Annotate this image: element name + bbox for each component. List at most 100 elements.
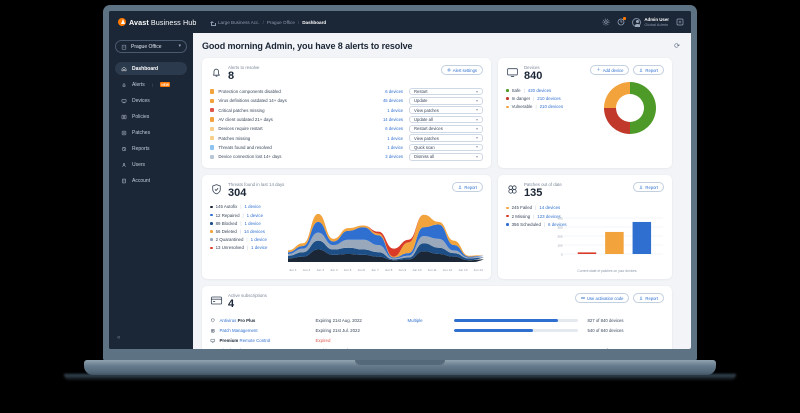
legend-separator: | <box>533 213 535 219</box>
alert-action-select[interactable]: Restart devices ▾ <box>409 125 483 133</box>
sidebar-item-users[interactable]: Users <box>115 158 187 171</box>
sidebar-item-reports[interactable]: Reports <box>115 142 187 155</box>
alert-action-select[interactable]: Quick scan ▾ <box>409 143 483 152</box>
alert-action-select[interactable]: View patches ▾ <box>409 106 483 115</box>
subscription-name[interactable]: Premium Remote Control <box>219 337 271 343</box>
home-icon[interactable] <box>210 20 216 26</box>
threats-legend-row: 89 Blocked | 1 device <box>210 221 288 226</box>
sidebar-item-label: Dashboard <box>132 65 159 72</box>
dashboard-row-1: Alerts to resolve 8 Alert settings Prote… <box>202 58 682 169</box>
legend-value[interactable]: 1 device <box>251 245 268 251</box>
alert-row: Devices require restart 6 devices Restart … <box>210 124 483 133</box>
legend-separator: | <box>523 88 525 93</box>
patch-icon <box>211 328 215 333</box>
alert-action-label: Update <box>414 98 428 104</box>
legend-value[interactable]: 14 devices <box>539 205 561 211</box>
collapse-sidebar-button[interactable]: « <box>117 335 121 341</box>
top-bar: Avast Business Hub Large Business Acc. /… <box>109 11 691 33</box>
download-icon <box>640 185 643 189</box>
alert-action-select[interactable]: View patches ▾ <box>409 134 483 142</box>
alert-device-count[interactable]: 1 device <box>387 107 403 113</box>
patches-card: Patches out of date 135 Report 245 Faile… <box>498 175 672 280</box>
brand[interactable]: Avast Business Hub <box>118 18 202 27</box>
alert-device-count[interactable]: 6 devices <box>385 89 403 95</box>
subscription-multiple-link[interactable]: Multiple <box>407 317 423 323</box>
alert-settings-button[interactable]: Alert settings <box>440 65 483 75</box>
bar-scheduled <box>632 222 652 255</box>
legend-separator: | <box>533 96 535 102</box>
legend-value[interactable]: 1 device <box>250 237 267 243</box>
chevron-down-icon: ▾ <box>475 135 478 141</box>
legend-value[interactable]: 123 devices <box>537 213 561 219</box>
refresh-icon[interactable]: ⟳ <box>674 43 680 50</box>
page-title: Good morning Admin, you have 8 alerts to… <box>202 41 413 51</box>
x-axis-tick: Jun 7 <box>371 268 379 273</box>
monitor-icon <box>507 68 518 77</box>
subscription-row: Premium Remote Control Expired <box>210 335 664 345</box>
add-device-button[interactable]: ＋ Add device <box>590 65 630 75</box>
threats-legend-row: 56 Deleted | 14 devices <box>210 229 288 234</box>
devices-report-button[interactable]: Report <box>633 65 664 75</box>
legend-separator: | <box>239 228 241 234</box>
alert-action-label: Quick scan <box>414 144 435 150</box>
x-axis-tick: Jun 9 <box>398 268 407 273</box>
sidebar-item-account[interactable]: Account <box>115 174 187 187</box>
office-selector[interactable]: Prague Office ▾ <box>115 40 187 53</box>
alert-device-count[interactable]: 45 devices <box>382 98 403 104</box>
legend-value[interactable]: 1 device <box>246 212 264 218</box>
patches-report-button[interactable]: Report <box>633 182 664 193</box>
subscription-name[interactable]: Cloud Backup <box>220 348 316 349</box>
sidebar-item-devices[interactable]: Devices <box>115 94 187 107</box>
download-icon <box>640 296 643 300</box>
alert-device-count[interactable]: 6 devices <box>385 126 403 132</box>
sidebar-item-alerts[interactable]: Alerts | NEW <box>115 78 187 91</box>
bell-icon <box>213 68 220 77</box>
legend-value[interactable]: 420 devices <box>527 88 552 93</box>
breadcrumb-item-office[interactable]: Prague Office <box>266 19 295 25</box>
alert-action-select[interactable]: Restart ▾ <box>409 87 483 96</box>
sidebar-item-label: Alerts <box>132 81 145 88</box>
brand-text: Avast Business Hub <box>129 18 196 27</box>
user-menu[interactable]: Admin User Global Admin <box>632 17 669 27</box>
legend-label: 89 Blocked <box>215 220 238 226</box>
breadcrumb-item-account[interactable]: Large Business Acc. <box>218 19 260 25</box>
alert-row: AV client outdated 21+ days 14 devices Upd… <box>210 115 483 124</box>
alert-device-count[interactable]: 1 device <box>387 135 403 141</box>
legend-label: 2 Missing <box>511 213 531 219</box>
legend-value[interactable]: 1 device <box>244 220 261 226</box>
notifications-icon[interactable] <box>617 17 627 26</box>
subscription-name[interactable]: Patch Management <box>219 327 258 333</box>
alert-action-select[interactable]: Update all ▾ <box>409 115 483 124</box>
alert-action-select[interactable]: Update ▾ <box>409 97 483 105</box>
alert-row: Threats found and resolved 1 device Quick … <box>210 143 483 152</box>
alert-device-count[interactable]: 3 devices <box>385 154 403 160</box>
alert-device-count[interactable]: 1 device <box>387 144 403 150</box>
card-header: Devices 840 ＋ Add device Report <box>506 65 664 82</box>
chevron-down-icon: ▾ <box>475 144 478 150</box>
breadcrumb-item-dashboard[interactable]: Dashboard <box>302 19 327 25</box>
gear-icon[interactable] <box>602 18 610 26</box>
brand-rest: Business Hub <box>148 17 197 27</box>
subscriptions-report-label: Report <box>645 295 658 301</box>
threats-report-button[interactable]: Report <box>452 182 483 193</box>
alert-device-count[interactable]: 14 devices <box>382 117 403 123</box>
sidebar-item-patches[interactable]: Patches <box>115 126 187 139</box>
patches-legend: 245 Failed | 14 devices 2 Missing | 123 devic… <box>506 205 664 227</box>
alert-action-select[interactable]: Dismiss all ▾ <box>409 152 483 161</box>
threats-legend-row: 13 Unresolved | 1 device <box>210 245 288 250</box>
threats-report-label: Report <box>464 184 477 190</box>
subscription-name[interactable]: Antivirus Pro Plus <box>219 317 256 323</box>
sidebar-item-dashboard[interactable]: Dashboard <box>115 62 187 75</box>
sidebar-item-policies[interactable]: Policies <box>115 110 187 123</box>
legend-color-dot <box>210 230 213 233</box>
legend-color-dot <box>210 205 213 209</box>
legend-value[interactable]: 1 device <box>244 204 261 210</box>
card-title: Alerts to resolve <box>228 65 260 70</box>
legend-value[interactable]: 14 devices <box>243 228 265 234</box>
apps-grid-icon[interactable] <box>676 18 684 26</box>
use-activation-code-button[interactable]: Use activation code <box>574 293 630 304</box>
legend-value[interactable]: 210 devices <box>539 104 564 110</box>
subscriptions-report-button[interactable]: Report <box>633 293 664 304</box>
legend-value[interactable]: 210 devices <box>537 96 561 102</box>
legend-value[interactable]: 6 devices <box>548 221 567 227</box>
